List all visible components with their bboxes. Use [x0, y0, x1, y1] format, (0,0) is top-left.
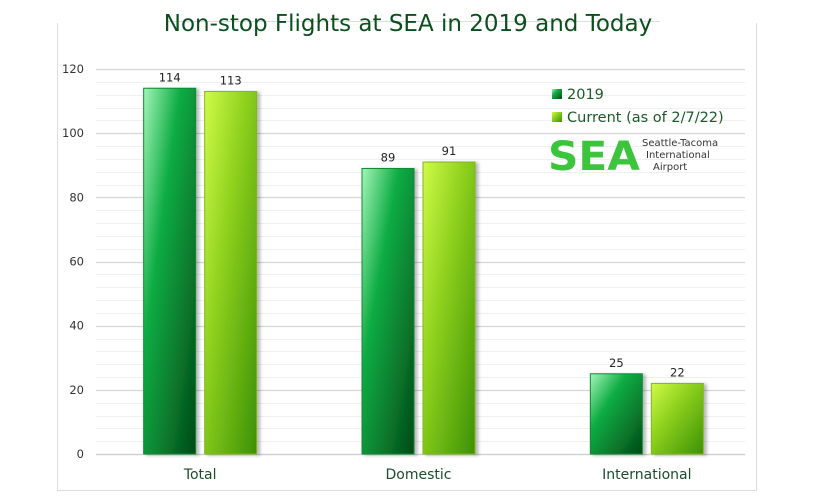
- y-tick-label: 20: [69, 383, 84, 397]
- y-tick-label: 0: [77, 447, 84, 461]
- legend-label-2019: 2019: [567, 87, 604, 103]
- bar-total-current: [204, 90, 258, 455]
- data-labels: 114 113 89 91 25 22: [159, 70, 685, 379]
- data-label: 114: [159, 70, 181, 84]
- bar-international-current: [650, 382, 704, 455]
- logo-line-1: Seattle-Tacoma: [642, 138, 718, 149]
- legend: 2019 Current (as of 2/7/22): [552, 87, 724, 126]
- legend-swatch-current: [552, 112, 562, 122]
- y-tick-label: 120: [62, 62, 84, 76]
- data-label: 22: [670, 365, 685, 379]
- legend-swatch-2019: [552, 89, 562, 99]
- y-tick-label: 60: [69, 255, 84, 269]
- data-label: 25: [609, 356, 624, 370]
- data-label: 113: [220, 73, 242, 87]
- y-tick-label: 80: [69, 190, 84, 204]
- y-tick-label: 40: [69, 319, 84, 333]
- x-category-label: Domestic: [386, 467, 452, 483]
- bar-international-2019: [589, 373, 643, 455]
- y-tick-label: 100: [62, 126, 84, 140]
- chart-title: Non-stop Flights at SEA in 2019 and Toda…: [164, 11, 652, 37]
- data-label: 89: [381, 150, 396, 164]
- x-category-label: International: [602, 467, 691, 483]
- data-label: 91: [442, 144, 457, 158]
- x-axis-categories: Total Domestic International: [183, 467, 692, 483]
- y-axis-ticks: 0 20 40 60 80 100 120: [62, 62, 84, 461]
- logo-line-2: International: [646, 150, 710, 161]
- bar-total-2019: [143, 87, 197, 455]
- logo-line-3: Airport: [653, 162, 687, 173]
- bar-domestic-2019: [361, 167, 415, 455]
- bar-domestic-current: [422, 161, 476, 455]
- logo-mark-text: SEA: [548, 134, 640, 180]
- sea-airport-logo: SEA Seattle-Tacoma International Airport: [548, 134, 718, 180]
- x-category-label: Total: [183, 467, 217, 483]
- bars: [143, 87, 704, 455]
- legend-label-current: Current (as of 2/7/22): [567, 110, 724, 126]
